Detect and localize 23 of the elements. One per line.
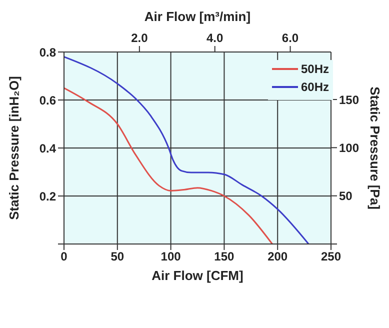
x2-axis-title: Air Flow [m³/min] (144, 9, 251, 24)
y-tick-label: 0.8 (39, 45, 56, 60)
legend-label: 50Hz (300, 62, 329, 76)
y2-tick-label: 100 (339, 140, 360, 155)
x-axis-title: Air Flow [CFM] (152, 268, 244, 283)
y2-tick-label: 150 (339, 92, 360, 107)
x-tick-label: 50 (110, 250, 124, 264)
y-axis-title: Static Pressure [inH₂O] (6, 76, 22, 220)
y-tick-label: 0.2 (39, 189, 56, 204)
x2-tick-label: 6.0 (282, 31, 299, 45)
y2-tick-label: 50 (339, 189, 353, 204)
x-tick-label: 200 (268, 250, 288, 264)
x-tick-label: 100 (160, 250, 182, 264)
x-tick-label: 250 (320, 250, 342, 264)
x2-tick-label: 4.0 (206, 31, 224, 45)
x-tick-label: 0 (60, 250, 68, 264)
y-tick-label: 0.4 (39, 141, 56, 156)
y-tick-label: 0.6 (39, 93, 56, 108)
x2-tick-label: 2.0 (131, 31, 148, 45)
y2-axis-title: Static Pressure [Pa] (367, 86, 382, 210)
line-series (64, 87, 274, 244)
legend-label: 60Hz (300, 80, 329, 94)
x-tick-label: 150 (214, 250, 235, 264)
